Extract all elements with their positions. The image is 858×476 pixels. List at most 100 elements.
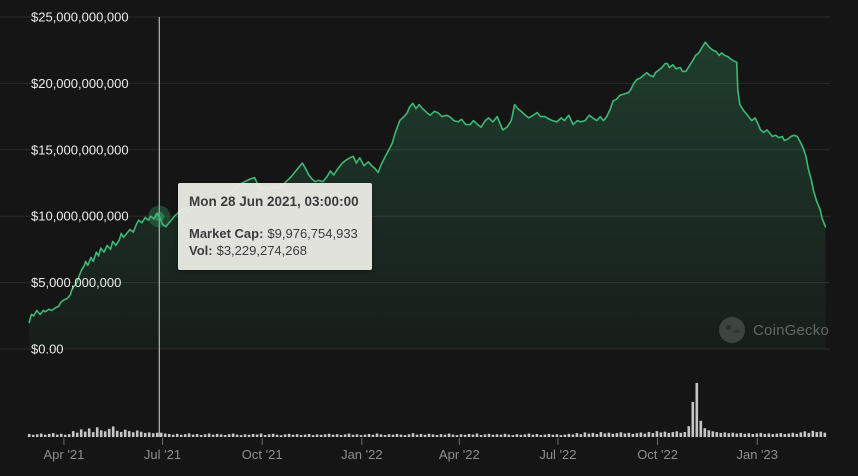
volume-bar (691, 401, 695, 437)
x-axis-label: Jul '21 (144, 447, 181, 462)
volume-bar (43, 434, 47, 437)
volume-bar (375, 433, 379, 437)
volume-bar (103, 431, 107, 437)
x-axis-label: Oct '21 (242, 447, 283, 462)
volume-bar (531, 434, 535, 437)
volume-bar (479, 435, 483, 437)
volume-bar (823, 432, 827, 437)
volume-bar (723, 432, 727, 437)
y-axis-label: $0.00 (31, 342, 64, 357)
volume-bar (787, 433, 791, 437)
y-axis-labels: $25,000,000,000 $20,000,000,000 $15,000,00… (31, 10, 129, 357)
volume-bar (667, 432, 671, 437)
volume-bar (335, 434, 339, 437)
volume-bar (659, 432, 663, 437)
volume-bar (579, 434, 583, 437)
volume-bar (511, 435, 515, 437)
volume-bar (551, 434, 555, 437)
volume-bar (515, 434, 519, 437)
volume-bar (795, 433, 799, 437)
volume-bar (411, 433, 415, 437)
volume-bar (775, 433, 779, 437)
volume-bar (687, 426, 691, 437)
volume-bar (163, 433, 167, 437)
volume-bar (143, 432, 147, 437)
volume-bar (95, 427, 99, 437)
volume-bar (647, 431, 651, 437)
tooltip-market-cap-row: Market Cap: $9,976,754,933 (189, 225, 361, 242)
volume-bar (371, 434, 375, 437)
volume-bar (439, 434, 443, 437)
volume-bar (119, 431, 123, 437)
volume-bar (699, 420, 703, 437)
volume-bar (523, 434, 527, 437)
volume-bars (27, 383, 827, 438)
volume-bar (319, 434, 323, 437)
volume-bar (683, 432, 687, 437)
volume-bar (183, 434, 187, 437)
tooltip-vol-row: Vol: $3,229,274,268 (189, 242, 361, 259)
volume-bar (759, 432, 763, 437)
y-axis-label: $25,000,000,000 (31, 10, 129, 25)
volume-bar (219, 434, 223, 437)
y-axis-label: $20,000,000,000 (31, 76, 129, 91)
volume-bar (635, 433, 639, 437)
volume-bar (295, 434, 299, 437)
volume-bar (35, 434, 39, 437)
volume-bar (811, 430, 815, 437)
volume-bar (379, 434, 383, 437)
volume-bar (567, 433, 571, 437)
volume-bar (595, 434, 599, 437)
volume-bar (559, 435, 563, 437)
y-axis-label: $5,000,000,000 (31, 275, 121, 290)
volume-bar (79, 429, 83, 437)
volume-bar (763, 433, 767, 437)
volume-bar (223, 435, 227, 437)
volume-bar (267, 434, 271, 437)
volume-bar (175, 433, 179, 437)
volume-bar (815, 432, 819, 437)
volume-bar (651, 433, 655, 437)
x-axis-label: Jul '22 (539, 447, 576, 462)
volume-bar (235, 434, 239, 437)
volume-bar (563, 434, 567, 437)
x-axis-label: Jan '23 (736, 447, 778, 462)
volume-bar (707, 430, 711, 438)
volume-bar (675, 431, 679, 437)
volume-bar (471, 434, 475, 437)
x-axis-label: Jan '22 (341, 447, 383, 462)
volume-bar (207, 433, 211, 437)
volume-bar (275, 434, 279, 437)
volume-bar (671, 432, 675, 437)
volume-bar (323, 434, 327, 437)
y-axis-label: $10,000,000,000 (31, 209, 129, 224)
volume-bar (67, 434, 71, 437)
volume-bar (727, 433, 731, 437)
volume-bar (179, 434, 183, 437)
volume-bar (75, 432, 79, 437)
volume-bar (799, 432, 803, 437)
volume-bar (287, 433, 291, 437)
volume-bar (63, 434, 67, 437)
volume-bar (575, 433, 579, 437)
volume-bar (71, 431, 75, 437)
x-axis: Apr '21 Jul '21 Oct '21 Jan '22 Apr '22 Jul '… (44, 438, 778, 462)
chart-tooltip: Mon 28 Jun 2021, 03:00:00 Market Cap: $9,… (178, 183, 372, 270)
volume-bar (463, 434, 467, 437)
volume-bar (543, 434, 547, 437)
volume-bar (527, 433, 531, 437)
tooltip-vol-label: Vol: (189, 243, 213, 258)
volume-bar (395, 433, 399, 437)
volume-bar (503, 433, 507, 437)
volume-bar (199, 435, 203, 437)
volume-bar (115, 430, 119, 437)
volume-bar (363, 434, 367, 437)
volume-bar (695, 383, 699, 437)
volume-bar (703, 428, 707, 437)
volume-bar (643, 433, 647, 437)
volume-bar (447, 433, 451, 437)
volume-bar (663, 431, 667, 437)
volume-bar (639, 432, 643, 437)
volume-bar (227, 434, 231, 437)
